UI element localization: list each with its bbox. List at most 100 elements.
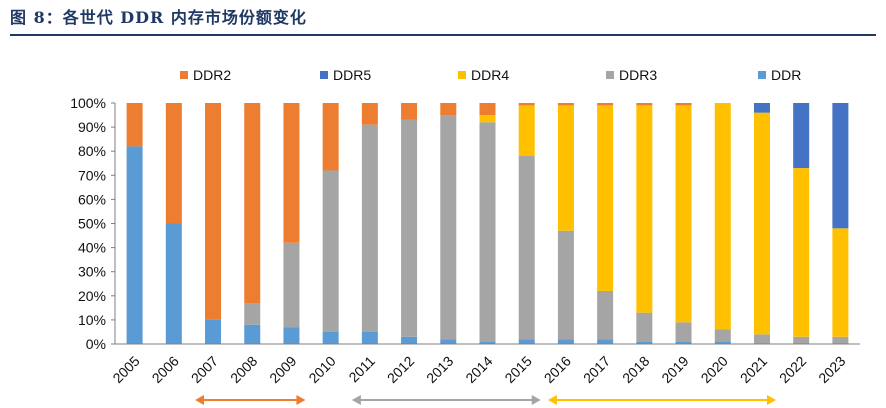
bar-ddr4-2018 (636, 105, 653, 313)
bar-area (126, 103, 849, 344)
legend-swatch (758, 71, 766, 79)
x-tick-label: 2006 (149, 353, 182, 386)
x-tick-label: 2016 (541, 353, 574, 386)
x-tick-label: 2012 (384, 353, 417, 386)
y-tick-label: 0% (86, 336, 106, 352)
bar-ddr5-2023 (832, 103, 849, 229)
bar-stack-2019 (675, 103, 692, 344)
bar-ddr-2016 (557, 339, 574, 344)
bar-stack-2012 (401, 103, 418, 344)
bar-ddr2-2013 (440, 103, 457, 116)
bar-ddr2-2009 (283, 103, 300, 243)
bar-ddr-2008 (244, 324, 261, 344)
bar-ddr3-2013 (440, 115, 457, 340)
bar-stack-2005 (126, 103, 143, 344)
x-tick-label: 2022 (776, 353, 809, 386)
bar-ddr-2020 (714, 341, 731, 344)
bar-stack-2011 (361, 103, 378, 344)
bar-ddr3-2012 (401, 119, 418, 337)
y-tick-label: 40% (78, 240, 106, 256)
bar-ddr-2012 (401, 336, 418, 344)
bar-stack-2023 (832, 103, 849, 344)
legend-swatch (320, 71, 328, 79)
bar-ddr-2014 (479, 341, 496, 344)
bar-ddr3-2008 (244, 303, 261, 325)
x-tick-label: 2018 (619, 353, 652, 386)
bar-stack-2010 (322, 103, 339, 344)
bar-ddr3-2023 (832, 336, 849, 344)
legend: DDR2 DDR5 DDR4 DDR3 DDR (180, 67, 801, 83)
bar-ddr-2006 (165, 223, 182, 344)
bar-ddr3-2011 (361, 124, 378, 332)
bar-ddr2-2016 (557, 103, 574, 106)
bar-ddr3-2009 (283, 242, 300, 328)
bar-ddr4-2015 (518, 105, 535, 157)
bar-ddr3-2022 (793, 336, 810, 344)
bar-stack-2007 (205, 103, 222, 344)
figure-title: 图 8：各世代 DDR 内存市场份额变化 (10, 8, 307, 27)
legend-item-ddr4: DDR4 (458, 67, 509, 83)
legend-swatch (180, 71, 188, 79)
x-tick-label: 2015 (501, 353, 534, 386)
y-tick-label: 20% (78, 288, 106, 304)
x-tick-label: 2007 (188, 353, 221, 386)
bar-ddr2-2019 (675, 103, 692, 106)
bar-ddr-2011 (361, 331, 378, 344)
bar-ddr-2015 (518, 339, 535, 344)
bar-ddr2-2008 (244, 103, 261, 304)
x-tick-label: 2019 (658, 353, 691, 386)
bar-ddr5-2022 (793, 103, 810, 169)
bar-ddr2-2017 (597, 103, 614, 106)
bar-ddr2-2007 (205, 103, 222, 320)
legend-label: DDR3 (619, 67, 657, 83)
era-arrow-2011-2015 (351, 395, 541, 405)
legend-label: DDR5 (333, 67, 371, 83)
bar-ddr-2010 (322, 331, 339, 344)
x-tick-label: 2021 (737, 353, 770, 386)
x-tick-label: 2011 (345, 353, 378, 386)
bar-ddr-2007 (205, 319, 222, 344)
y-tick-label: 100% (70, 95, 106, 111)
legend-item-ddr: DDR (758, 67, 801, 83)
x-tick-label: 2017 (580, 353, 613, 386)
bar-ddr3-2021 (753, 334, 770, 344)
bar-ddr-2005 (126, 146, 143, 344)
bar-ddr3-2010 (322, 170, 339, 332)
bar-ddr2-2010 (322, 103, 339, 171)
y-tick-label: 90% (78, 119, 106, 135)
bar-ddr2-2006 (165, 103, 182, 224)
bar-ddr2-2011 (361, 103, 378, 125)
bar-ddr4-2017 (597, 105, 614, 291)
bar-ddr3-2015 (518, 156, 535, 340)
x-axis: 2005 2006 2007 2008 2009 2010 2011 2012 2013 2014… (109, 343, 860, 386)
bar-stack-2014 (479, 103, 496, 344)
x-tick-label: 2008 (227, 353, 260, 386)
y-tick-label: 50% (78, 216, 106, 232)
bar-ddr2-2005 (126, 103, 143, 147)
bar-ddr3-2018 (636, 312, 653, 342)
era-arrow-2007-2009 (195, 395, 306, 405)
x-tick-label: 2009 (266, 353, 299, 386)
bar-ddr4-2016 (557, 105, 574, 231)
bar-ddr4-2021 (753, 112, 770, 335)
bar-ddr3-2020 (714, 329, 731, 342)
x-tick-label: 2020 (698, 353, 731, 386)
bar-stack-2018 (636, 103, 653, 344)
legend-label: DDR (771, 67, 801, 83)
bar-ddr-2009 (283, 327, 300, 344)
x-tick-label: 2023 (815, 353, 848, 386)
legend-swatch (458, 71, 466, 79)
x-tick-label: 2014 (462, 353, 495, 386)
legend-item-ddr5: DDR5 (320, 67, 371, 83)
bar-ddr-2018 (636, 341, 653, 344)
bar-ddr2-2014 (479, 103, 496, 116)
y-axis: 0% 10% 20% 30% 40% 50% 60% 70% 80% 90% 100% (70, 95, 116, 352)
bar-stack-2009 (283, 103, 300, 344)
bar-ddr3-2017 (597, 290, 614, 340)
x-tick-label: 2010 (305, 353, 338, 386)
bar-ddr4-2020 (714, 103, 731, 330)
bar-stack-2017 (597, 103, 614, 344)
bar-stack-2008 (244, 103, 261, 344)
bar-ddr-2017 (597, 339, 614, 344)
